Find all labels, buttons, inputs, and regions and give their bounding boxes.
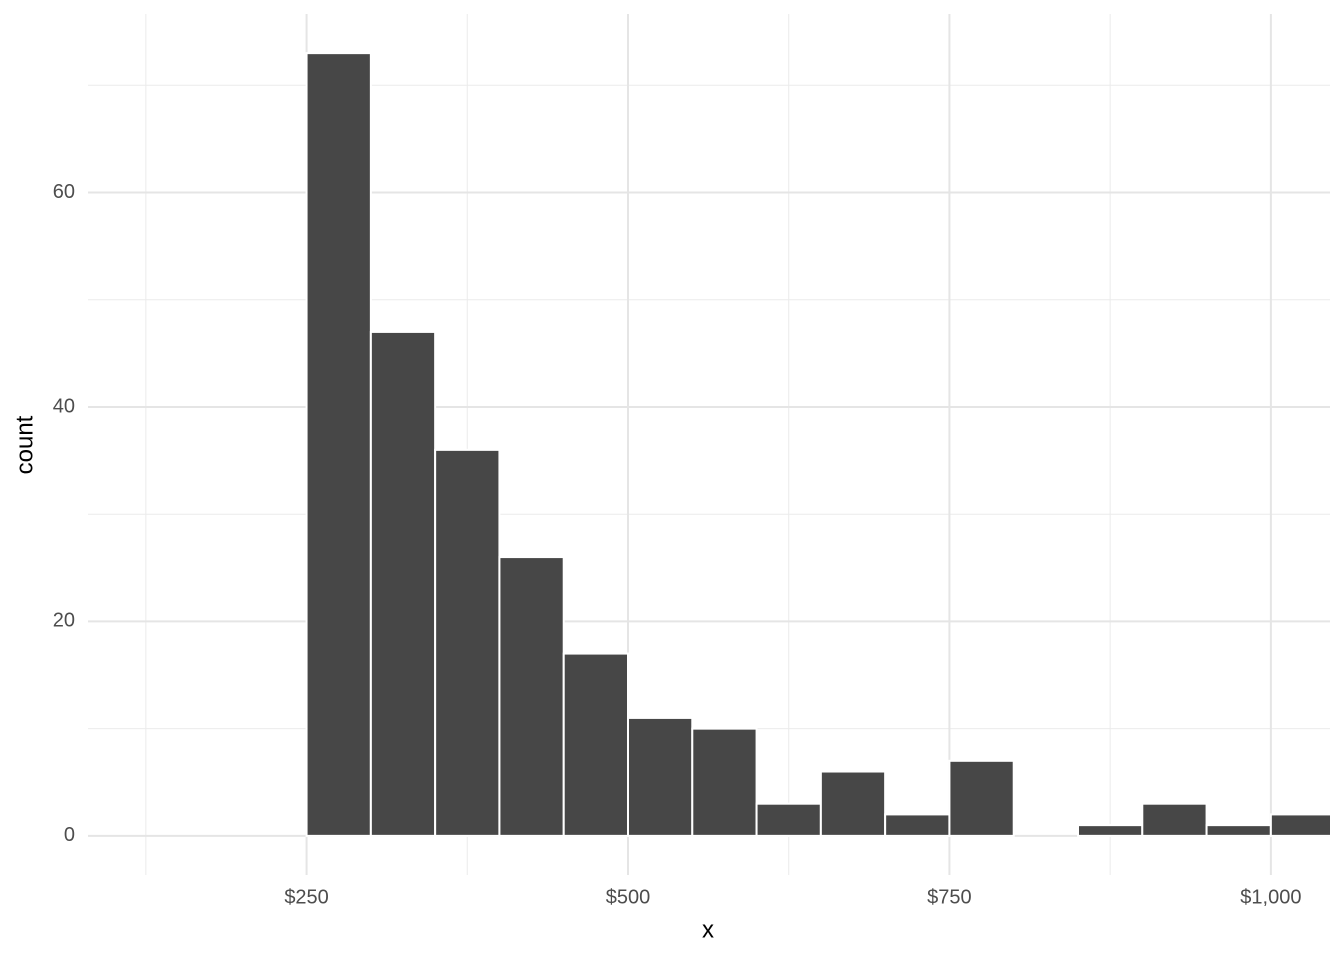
- x-tick-label: $750: [927, 886, 972, 908]
- y-axis-title: count: [11, 415, 38, 474]
- histogram-bar: [434, 448, 501, 837]
- y-tick-label: 40: [53, 395, 75, 417]
- histogram-bar: [1141, 802, 1208, 837]
- histogram-bar: [369, 330, 437, 837]
- histogram-bar: [1205, 824, 1272, 837]
- x-tick-label: $250: [284, 886, 329, 908]
- histogram-bar: [755, 802, 822, 837]
- histogram-bar: [498, 556, 565, 837]
- histogram-bar: [1269, 813, 1330, 837]
- bars: [305, 52, 1330, 837]
- histogram-bar: [884, 813, 951, 837]
- y-tick-label: 0: [64, 824, 75, 846]
- x-tick-label: $500: [606, 886, 651, 908]
- histogram-bar: [948, 759, 1015, 837]
- x-axis-title: x: [702, 916, 714, 943]
- y-tick-label: 20: [53, 610, 75, 632]
- histogram-bar: [691, 727, 758, 837]
- x-tick-label: $1,000: [1240, 886, 1301, 908]
- histogram-bar: [627, 716, 694, 837]
- histogram-bar: [562, 652, 630, 837]
- y-tick-label: 60: [53, 181, 75, 203]
- histogram-bar: [305, 52, 372, 837]
- histogram-bar: [819, 770, 887, 837]
- histogram-bar: [1077, 824, 1144, 837]
